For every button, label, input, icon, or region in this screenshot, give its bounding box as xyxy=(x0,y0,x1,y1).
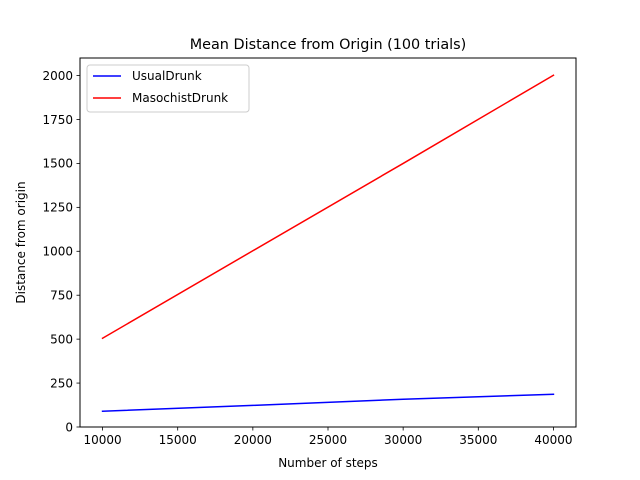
x-tick-label: 20000 xyxy=(234,433,272,447)
legend: UsualDrunk MasochistDrunk xyxy=(86,64,250,113)
x-axis-label: Number of steps xyxy=(278,456,378,470)
legend-label-masochistdrunk: MasochistDrunk xyxy=(132,91,228,105)
legend-box xyxy=(86,64,250,113)
y-tick-label: 500 xyxy=(50,332,73,346)
y-tick-label: 1750 xyxy=(42,113,73,127)
x-tick-label: 30000 xyxy=(384,433,422,447)
series-line-masochistdrunk xyxy=(101,74,555,340)
y-tick-label: 750 xyxy=(50,289,73,303)
y-tick-label: 250 xyxy=(50,376,73,390)
legend-label-usualdrunk: UsualDrunk xyxy=(132,69,202,83)
ticks-layer: 10000 15000 20000 25000 30000 35000 40000 0 250 5… xyxy=(42,69,572,447)
x-tick-label: 25000 xyxy=(309,433,347,447)
x-tick-label: 15000 xyxy=(159,433,197,447)
y-axis-label: Distance from origin xyxy=(14,181,28,303)
x-tick-label: 40000 xyxy=(534,433,572,447)
chart-title: Mean Distance from Origin (100 trials) xyxy=(190,37,467,53)
y-tick-label: 2000 xyxy=(42,69,73,83)
y-tick-label: 0 xyxy=(65,420,73,434)
series-line-usualdrunk xyxy=(101,393,555,412)
plot-layer xyxy=(101,74,555,412)
y-tick-label: 1000 xyxy=(42,245,73,259)
x-tick-label: 10000 xyxy=(83,433,121,447)
x-tick-label: 35000 xyxy=(459,433,497,447)
y-tick-label: 1500 xyxy=(42,157,73,171)
y-tick-label: 1250 xyxy=(42,201,73,215)
